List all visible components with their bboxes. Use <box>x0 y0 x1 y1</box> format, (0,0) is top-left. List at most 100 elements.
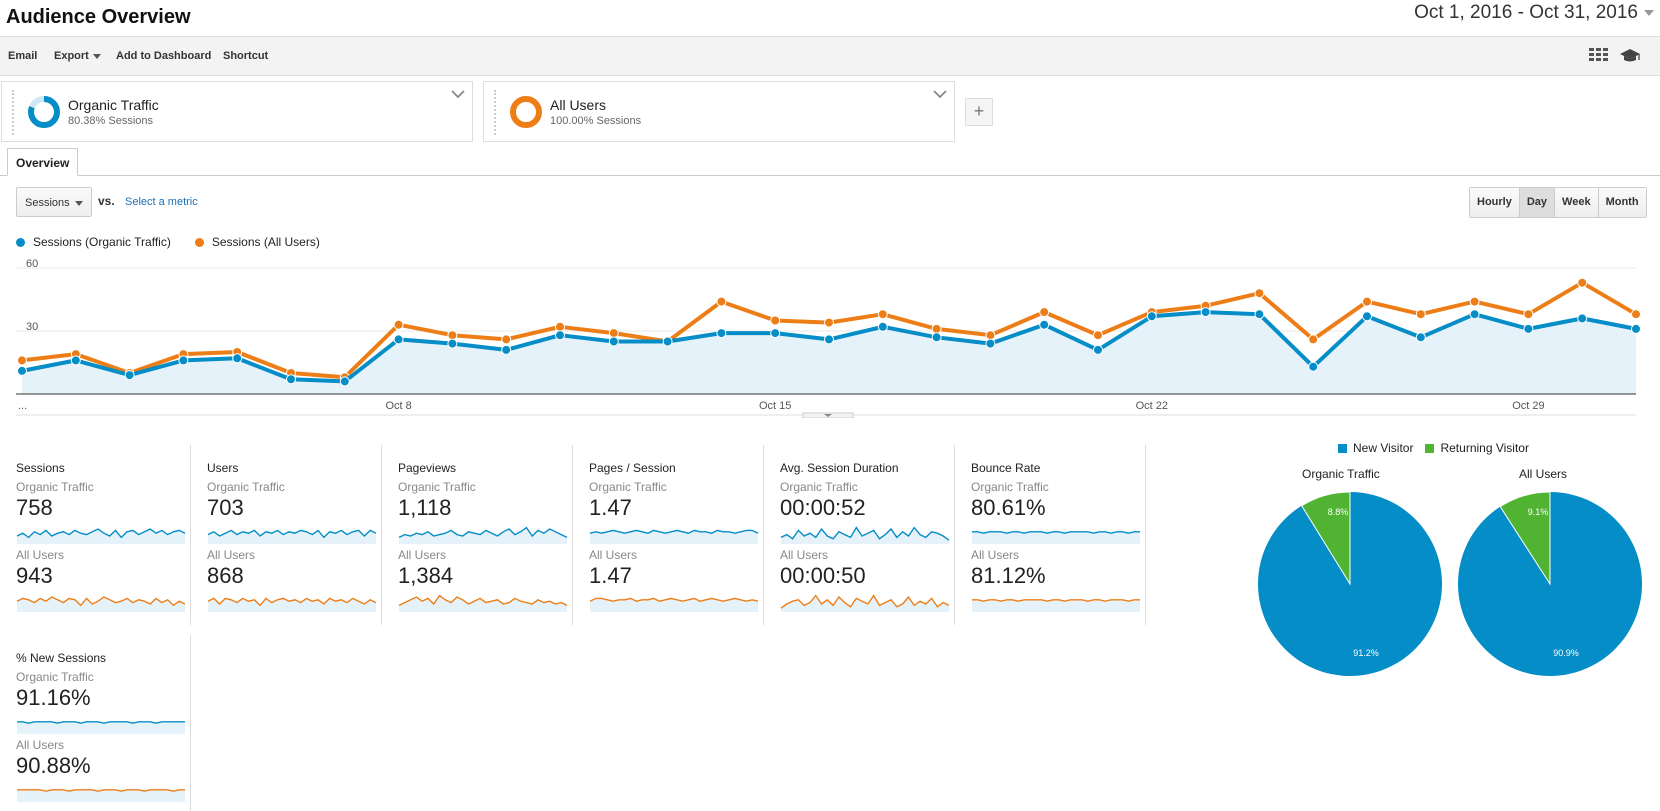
data-point[interactable] <box>339 376 350 387</box>
data-point[interactable] <box>1415 309 1426 320</box>
chevron-down-icon[interactable] <box>932 88 948 100</box>
x-tick-label: ... <box>18 400 27 412</box>
metric-name: Sessions <box>16 461 65 475</box>
month-button[interactable]: Month <box>1598 188 1646 217</box>
data-point[interactable] <box>716 328 727 339</box>
segment-ring-icon <box>28 96 60 128</box>
week-button[interactable]: Week <box>1555 188 1599 217</box>
data-point[interactable] <box>608 336 619 347</box>
data-point[interactable] <box>877 309 888 320</box>
data-point[interactable] <box>931 323 942 334</box>
drag-handle[interactable] <box>494 90 498 135</box>
data-point[interactable] <box>393 334 404 345</box>
data-point[interactable] <box>70 355 81 366</box>
new-vs-returning-pie-organic[interactable]: 91.2% 8.8% <box>1256 490 1444 678</box>
data-point[interactable] <box>501 334 512 345</box>
metric-value-all-users: 00:00:50 <box>780 563 866 588</box>
data-point[interactable] <box>1415 332 1426 343</box>
pie-legend-returning[interactable]: Returning Visitor <box>1425 441 1529 455</box>
data-point[interactable] <box>1308 334 1319 345</box>
data-point[interactable] <box>1523 309 1534 320</box>
data-point[interactable] <box>985 330 996 341</box>
data-point[interactable] <box>1523 323 1534 334</box>
email-button[interactable]: Email <box>8 50 38 62</box>
pie-slice-returning-visitor[interactable] <box>1499 491 1551 586</box>
data-point[interactable] <box>1308 361 1319 372</box>
segment-card-all-users[interactable]: All Users 100.00% Sessions <box>483 81 955 142</box>
data-point[interactable] <box>1631 323 1641 334</box>
data-point[interactable] <box>1631 309 1641 320</box>
legend-item-organic[interactable]: Sessions (Organic Traffic) <box>16 235 171 249</box>
chevron-down-icon[interactable] <box>450 88 466 100</box>
data-point[interactable] <box>824 334 834 345</box>
data-point[interactable] <box>501 344 512 355</box>
data-point[interactable] <box>1039 307 1050 318</box>
data-point[interactable] <box>286 374 296 385</box>
data-point[interactable] <box>1093 330 1103 341</box>
data-point[interactable] <box>555 330 565 341</box>
metric-tile[interactable]: Bounce Rate Organic Traffic 80.61% All User… <box>955 445 1146 625</box>
data-point[interactable] <box>232 353 243 364</box>
data-point[interactable] <box>1200 307 1211 318</box>
sparkline-area <box>972 599 1140 612</box>
data-point[interactable] <box>393 319 404 330</box>
metric-tile[interactable]: Users Organic Traffic 703 All Users 868 <box>191 445 382 625</box>
add-to-dashboard-button[interactable]: Add to Dashboard <box>116 50 212 62</box>
graduation-cap-icon[interactable] <box>1619 47 1641 65</box>
sparkline-line <box>16 596 186 607</box>
drag-handle[interactable] <box>12 90 16 135</box>
pie-slice-returning-visitor[interactable] <box>1300 491 1351 586</box>
metric-tile[interactable]: Avg. Session Duration Organic Traffic 00:0… <box>764 445 955 625</box>
data-point[interactable] <box>1577 313 1588 324</box>
data-point[interactable] <box>608 328 619 339</box>
data-point[interactable] <box>555 321 565 332</box>
grid-view-icon[interactable] <box>1588 47 1610 65</box>
data-point[interactable] <box>770 328 781 339</box>
metric-tile[interactable]: Sessions Organic Traffic 758 All Users 943 <box>0 445 191 625</box>
data-point[interactable] <box>662 336 673 347</box>
data-point[interactable] <box>1254 309 1265 320</box>
select-metric-link[interactable]: Select a metric <box>125 196 198 208</box>
data-point[interactable] <box>124 370 135 381</box>
data-point[interactable] <box>1469 296 1480 307</box>
export-button[interactable]: Export <box>54 50 101 62</box>
data-point[interactable] <box>716 296 727 307</box>
segment-card-organic[interactable]: Organic Traffic 80.38% Sessions <box>1 81 473 142</box>
data-point[interactable] <box>17 365 27 376</box>
metric-tile[interactable]: % New Sessions Organic Traffic 91.16% All U… <box>0 635 191 811</box>
metric-select[interactable]: Sessions <box>16 187 92 217</box>
data-point[interactable] <box>1254 288 1265 299</box>
data-point[interactable] <box>1362 311 1372 322</box>
metric-tile[interactable]: Pages / Session Organic Traffic 1.47 All Us… <box>573 445 764 625</box>
data-point[interactable] <box>1362 296 1372 307</box>
date-range-picker[interactable]: Oct 1, 2016 - Oct 31, 2016 <box>1414 2 1638 23</box>
data-point[interactable] <box>877 321 888 332</box>
data-point[interactable] <box>1577 277 1588 288</box>
data-point[interactable] <box>931 332 942 343</box>
add-segment-button[interactable]: + <box>965 98 993 126</box>
data-point[interactable] <box>178 355 189 366</box>
chevron-down-icon[interactable] <box>1644 10 1654 16</box>
new-vs-returning-pie-all-users[interactable]: 90.9% 9.1% <box>1456 490 1644 678</box>
day-button[interactable]: Day <box>1519 188 1556 217</box>
granularity-toggle: Hourly Day Week Month <box>1469 187 1647 218</box>
pie-legend-new[interactable]: New Visitor <box>1338 441 1413 455</box>
metric-name: Pages / Session <box>589 461 676 475</box>
data-point[interactable] <box>824 317 834 328</box>
data-point[interactable] <box>447 330 458 341</box>
data-point[interactable] <box>770 315 781 326</box>
segment-share: 80.38% Sessions <box>68 115 153 127</box>
tab-overview[interactable]: Overview <box>7 148 79 176</box>
data-point[interactable] <box>1093 344 1103 355</box>
data-point[interactable] <box>1469 309 1480 320</box>
shortcut-button[interactable]: Shortcut <box>223 50 269 62</box>
data-point[interactable] <box>447 338 458 349</box>
data-point[interactable] <box>1039 319 1050 330</box>
hourly-button[interactable]: Hourly <box>1470 188 1520 217</box>
sessions-line-chart[interactable]: 60 30... Oct 8 Oct 15 Oct 22 Oct 29 <box>0 258 1660 418</box>
data-point[interactable] <box>985 338 996 349</box>
metric-tile[interactable]: Pageviews Organic Traffic 1,118 All Users 1,… <box>382 445 573 625</box>
data-point[interactable] <box>1146 311 1157 322</box>
legend-item-all-users[interactable]: Sessions (All Users) <box>194 235 320 249</box>
data-point[interactable] <box>17 355 27 366</box>
